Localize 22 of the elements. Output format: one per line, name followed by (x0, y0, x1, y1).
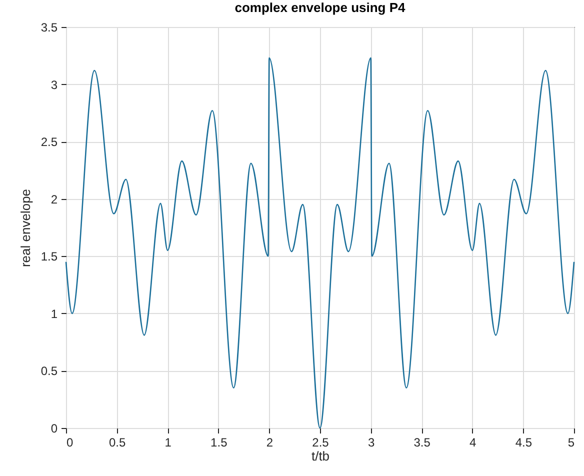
y-tick-label: 3 (50, 78, 58, 92)
x-tick-label: 4 (470, 436, 477, 450)
x-tick-label: 2 (266, 436, 274, 450)
y-tick-label: 2 (50, 192, 58, 206)
x-tick-label: 0 (66, 436, 74, 450)
y-axis-title: real envelope (18, 188, 33, 268)
chart-title: complex envelope using P4 (234, 0, 406, 15)
x-tick-label: 3.5 (414, 436, 431, 450)
x-tick-label: 5 (568, 436, 575, 450)
x-tick-label: 0.5 (108, 436, 126, 450)
x-tick-label: 4.5 (515, 436, 532, 450)
y-tick-label: 0.5 (40, 364, 58, 378)
x-tick-label: 1 (164, 436, 172, 450)
x-axis-title: t/tb (311, 448, 330, 464)
y-tick-label: 0 (50, 422, 58, 436)
x-tick-label: 2.5 (312, 436, 330, 450)
x-tick-label: 3 (368, 436, 375, 450)
y-tick-label: 1 (50, 306, 58, 321)
y-tick-label: 1.5 (40, 250, 58, 264)
y-tick-label: 3.5 (40, 20, 58, 34)
y-tick-label: 2.5 (40, 135, 58, 150)
x-tick-label: 1.5 (210, 436, 228, 450)
